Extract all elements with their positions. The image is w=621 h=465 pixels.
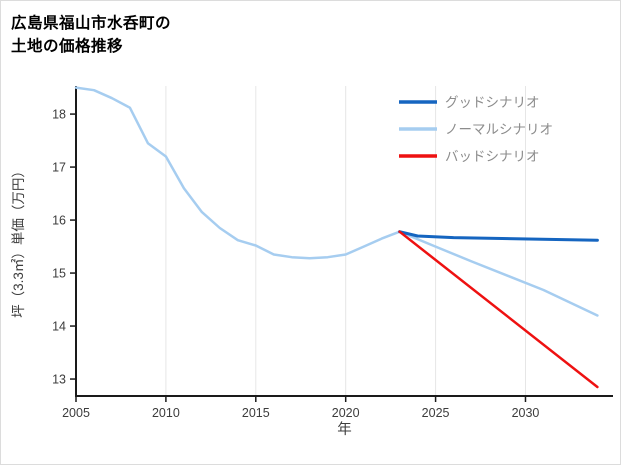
x-tick-label: 2005 bbox=[62, 406, 90, 420]
y-tick-label: 15 bbox=[52, 267, 66, 281]
x-tick-label: 2030 bbox=[512, 406, 540, 420]
y-tick-label: 14 bbox=[52, 320, 66, 334]
x-tick-label: 2015 bbox=[242, 406, 270, 420]
series-line-1 bbox=[398, 230, 599, 242]
legend-label: グッドシナリオ bbox=[445, 95, 540, 110]
x-axis-label: 年 bbox=[337, 421, 352, 438]
x-tick-label: 2010 bbox=[152, 406, 180, 420]
y-tick-label: 16 bbox=[52, 214, 66, 228]
y-tick-label: 17 bbox=[52, 161, 66, 175]
chart-title: 広島県福山市水呑町の 土地の価格推移 bbox=[11, 12, 171, 59]
legend-label: バッドシナリオ bbox=[445, 149, 540, 164]
y-axis-label: 坪（3.3㎡）単価（万円） bbox=[11, 164, 26, 318]
chart-title-line2: 土地の価格推移 bbox=[11, 38, 124, 56]
series-line-2 bbox=[398, 230, 599, 389]
legend-label: ノーマルシナリオ bbox=[445, 122, 553, 137]
x-tick-label: 2020 bbox=[332, 406, 360, 420]
chart-title-line1: 広島県福山市水呑町の bbox=[11, 15, 172, 32]
y-tick-label: 18 bbox=[52, 108, 66, 122]
series-line-0 bbox=[74, 86, 599, 317]
y-tick-label: 13 bbox=[52, 373, 66, 387]
x-tick-label: 2025 bbox=[422, 406, 450, 420]
